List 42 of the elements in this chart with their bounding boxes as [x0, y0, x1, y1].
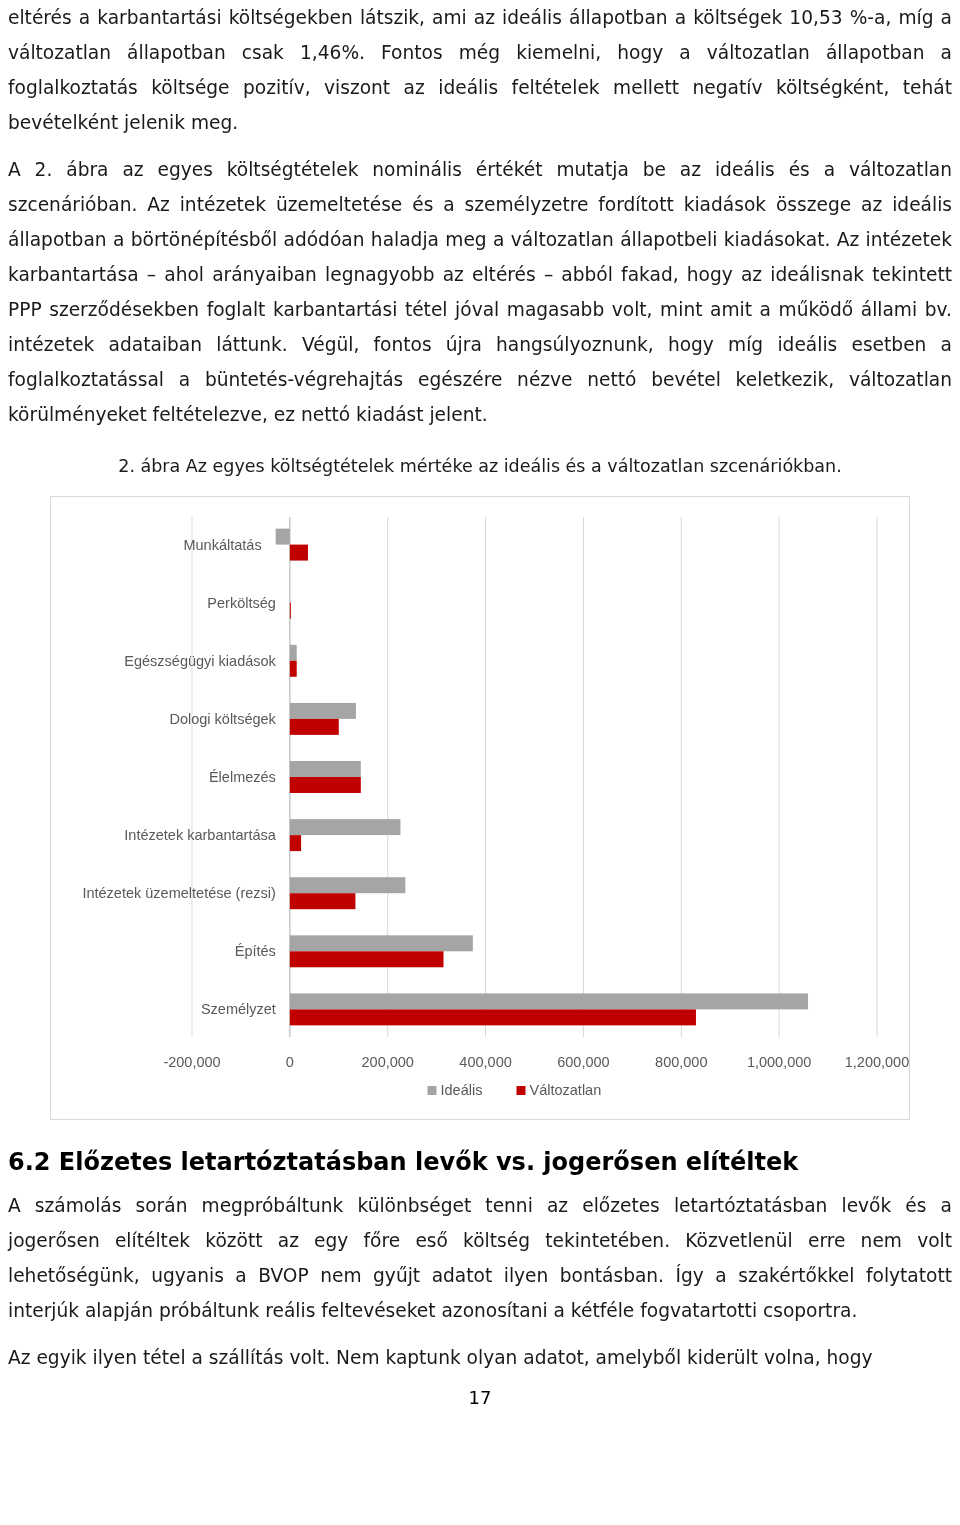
- legend-label: Ideális: [440, 1082, 483, 1098]
- bar: [289, 544, 308, 561]
- y-tick-label: Élelmezés: [208, 769, 276, 785]
- bar: [289, 951, 444, 968]
- x-tick-label: 0: [285, 1054, 294, 1070]
- text: A számolás során megpróbáltunk különbséget tenni az előzetes letartóztatásban levők és a jogerősen elítéltek között az egy főre eső költség tekintetében. Közvetlenül erre nem volt lehetőségünk, ugyanis a BVOP nem gyűjt adatot ilyen bontásban. Így a szakértőkkel folytatott interjúk alapján próbáltunk reális feltevéseket azonosítani a kétféle fogvatartotti csoportra.: [8, 1194, 952, 1323]
- bar: [289, 702, 356, 719]
- y-tick-label: Perköltség: [207, 594, 276, 611]
- bar: [289, 761, 361, 777]
- y-tick-label: Egészségügyi kiadások: [124, 652, 277, 669]
- bar: [289, 1009, 696, 1026]
- bar: [289, 877, 406, 894]
- text: 17: [467, 1387, 493, 1408]
- x-tick-label: 1,000,000: [746, 1054, 812, 1070]
- text: A 2. ábra az egyes költségtételek nominális értékét mutatja be az ideális és a változatlan szcenárióban. Az intézetek üzemeltetése és a személyzetre fordított kiadások összege az ideális állapotban a börtönépítésből adódóan haladja meg a változatlan állapotbeli kiadásokat. Az intézetek karbantartása – ahol arányaiban legnagyobb az eltérés – abból fakad, hogy az ideálisnak tekintett PPP szerződésekben foglalt karbantartási tétel jóval magasabb volt, mint amit a működő állami bv. intézetek adataiban láttunk. Végül, fontos újra hangsúlyoznunk, hogy míg ideális esetben a foglalkoztatással a büntetés-végrehajtás egészére nézve nettó bevétel keletkezik, változatlan körülményeket feltételezve, ez nettó kiadást jelent.: [8, 158, 952, 427]
- bar: [289, 777, 361, 793]
- text: Az egyik ilyen tétel a szállítás volt. Nem kaptunk olyan adatot, amelyből kiderült volna, hogy: [8, 1346, 874, 1370]
- bar: [289, 644, 297, 661]
- bar: [289, 718, 339, 735]
- bar: [289, 835, 302, 852]
- x-tick-label: 1,200,000: [844, 1054, 910, 1070]
- y-tick-label: Építés: [234, 943, 276, 960]
- text: 6.2 Előzetes letartóztatásban levők vs. jogerősen elítéltek: [8, 1148, 800, 1176]
- y-tick-label: Személyzet: [200, 1001, 276, 1018]
- bar: [289, 935, 473, 952]
- legend-label: Változatlan: [529, 1082, 602, 1098]
- x-tick-label: 200,000: [361, 1054, 414, 1070]
- y-tick-label: Intézetek üzemeltetése (rezsi): [82, 885, 276, 902]
- bar: [289, 893, 356, 910]
- x-tick-label: 400,000: [459, 1054, 512, 1070]
- bar: [275, 528, 290, 545]
- text: eltérés a karbantartási költségekben látszik, ami az ideális állapotban a költségek 10,53 %-a, míg a változatlan állapotban csak 1,46%. Fontos még kiemelni, hogy a változatlan állapotban a foglalkoztatás költsége pozitív, viszont az ideális feltételek mellett negatív költségként, tehát bevételként jelenik meg.: [8, 6, 952, 135]
- x-tick-label: 800,000: [655, 1054, 708, 1070]
- y-tick-label: Intézetek karbantartása: [124, 827, 277, 844]
- bar: [289, 660, 297, 677]
- x-tick-label: -200,000: [163, 1054, 221, 1070]
- bar: [289, 819, 401, 836]
- y-tick-label: Munkáltatás: [183, 536, 262, 553]
- bar: [289, 993, 809, 1010]
- y-tick-label: Dologi költségek: [169, 710, 277, 727]
- x-tick-label: 600,000: [557, 1054, 610, 1070]
- chart-title: 2. ábra Az egyes költségtételek mértéke az ideális és a változatlan szcenáriókban.: [117, 456, 843, 476]
